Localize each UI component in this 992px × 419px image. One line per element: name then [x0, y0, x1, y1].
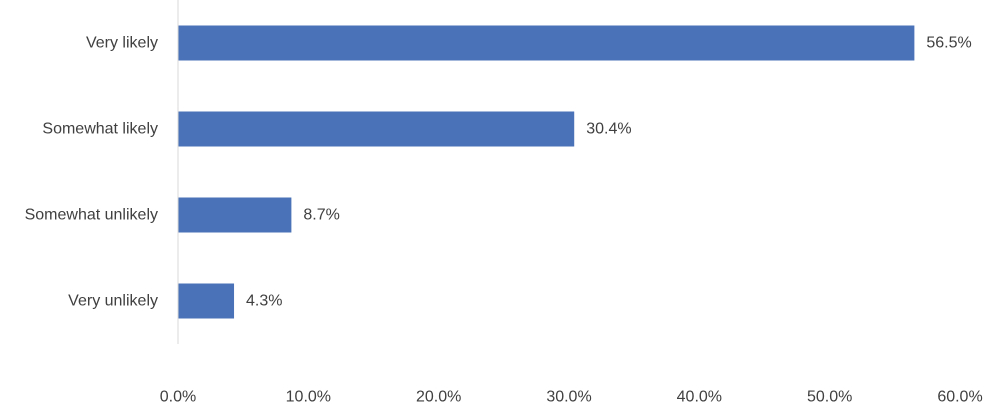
data-label-0: 56.5% — [926, 35, 971, 52]
x-tick-label-2: 20.0% — [416, 389, 461, 406]
x-tick-label-5: 50.0% — [807, 389, 852, 406]
data-label-1: 30.4% — [586, 121, 631, 138]
x-tick-label-4: 40.0% — [677, 389, 722, 406]
bar-3 — [178, 283, 235, 319]
x-tick-labels-group: 0.0% 10.0% 20.0% 30.0% 40.0% 50.0% 60.0% — [160, 389, 983, 406]
x-tick-label-3: 30.0% — [546, 389, 591, 406]
data-label-3: 4.3% — [246, 293, 282, 310]
data-label-2: 8.7% — [303, 207, 339, 224]
category-label-3: Very unlikely — [68, 293, 158, 310]
category-label-0: Very likely — [86, 35, 158, 52]
category-label-2: Somewhat unlikely — [25, 207, 158, 224]
x-tick-label-6: 60.0% — [937, 389, 982, 406]
bars-group — [178, 25, 915, 319]
bar-0 — [178, 25, 915, 61]
bar-2 — [178, 197, 292, 233]
x-tick-label-1: 10.0% — [286, 389, 331, 406]
category-labels-group: Very likely Somewhat likely Somewhat unlik… — [25, 35, 158, 310]
x-tick-label-0: 0.0% — [160, 389, 196, 406]
data-labels-group: 56.5% 30.4% 8.7% 4.3% — [246, 35, 972, 310]
bar-1 — [178, 111, 575, 147]
category-label-1: Somewhat likely — [42, 121, 158, 138]
